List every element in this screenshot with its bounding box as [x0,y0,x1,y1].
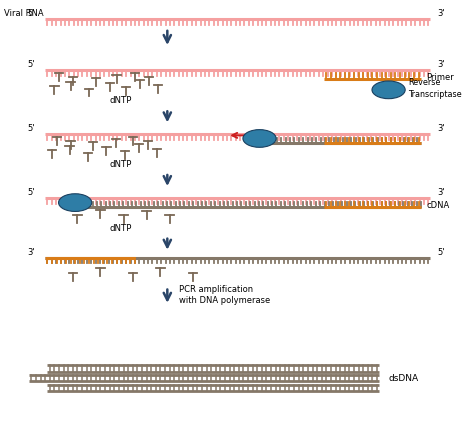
Text: dNTP: dNTP [109,224,131,233]
Text: 3': 3' [437,124,445,133]
Text: 5': 5' [27,124,35,133]
Text: cDNA: cDNA [427,201,450,210]
Text: PCR amplification
with DNA polymerase: PCR amplification with DNA polymerase [179,285,270,305]
Text: 5': 5' [437,247,445,257]
Ellipse shape [372,81,405,99]
Text: Viral RNA: Viral RNA [4,9,43,18]
Text: Reverse
Transcriptase: Reverse Transcriptase [408,78,462,98]
Text: 5': 5' [27,188,35,197]
Text: dNTP: dNTP [109,160,131,169]
Text: 3': 3' [437,188,445,197]
Text: dsDNA: dsDNA [389,374,419,383]
Text: dNTP: dNTP [109,96,131,105]
Text: 3': 3' [27,247,35,257]
Text: 5': 5' [27,60,35,69]
Text: 3': 3' [437,9,445,18]
Text: Primer: Primer [427,73,454,82]
Ellipse shape [59,194,92,211]
Text: 5': 5' [27,9,35,18]
Text: 3': 3' [437,60,445,69]
Ellipse shape [243,129,276,147]
